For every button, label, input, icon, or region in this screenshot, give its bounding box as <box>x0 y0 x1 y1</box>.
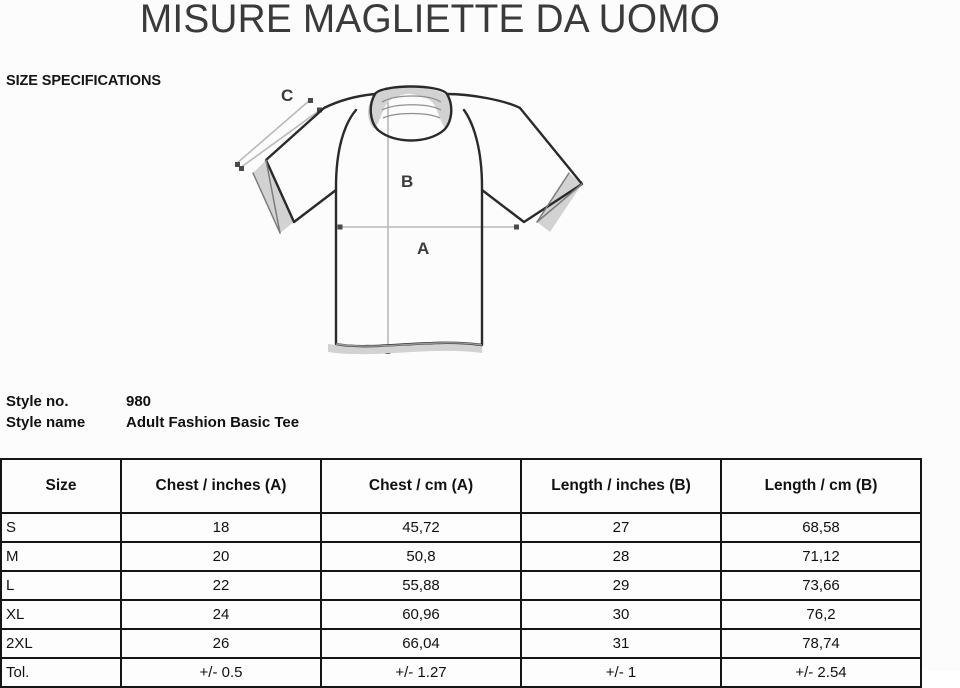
column-header-chest-cm: Chest / cm (A) <box>320 458 522 514</box>
cell-size: 2XL <box>0 628 122 659</box>
style-no-row: Style no. 980 <box>6 391 299 412</box>
cell-value: 18 <box>120 512 322 543</box>
column-header-length-inches: Length / inches (B) <box>520 458 722 514</box>
cell-value: 76,2 <box>720 599 922 630</box>
table-header-row: Size Chest / inches (A) Chest / cm (A) L… <box>0 458 922 514</box>
cell-value: 29 <box>520 570 722 601</box>
cell-value: 24 <box>120 599 322 630</box>
cell-value: 26 <box>120 628 322 659</box>
cell-value: 28 <box>520 541 722 572</box>
measure-label-a: A <box>417 239 429 258</box>
column-header-size: Size <box>0 458 122 514</box>
cell-value: 55,88 <box>320 570 522 601</box>
cell-value: 45,72 <box>320 512 522 543</box>
table-row: 2XL 26 66,04 31 78,74 <box>0 628 922 659</box>
cell-value: 71,12 <box>720 541 922 572</box>
cell-value: 68,58 <box>720 512 922 543</box>
table-row: L 22 55,88 29 73,66 <box>0 570 922 601</box>
cell-size: Tol. <box>0 657 122 688</box>
style-name-label: Style name <box>6 414 86 431</box>
table-row: S 18 45,72 27 68,58 <box>0 512 922 543</box>
measurement-guides <box>235 90 517 354</box>
shirt-hem <box>335 342 483 347</box>
size-specifications-heading: SIZE SPECIFICATIONS <box>6 73 161 89</box>
shirt-outline <box>252 85 584 348</box>
size-spec-table: Size Chest / inches (A) Chest / cm (A) L… <box>0 458 922 688</box>
measure-label-c: C <box>281 86 293 105</box>
cell-value: +/- 1.27 <box>320 657 522 688</box>
cell-value: 31 <box>520 628 722 659</box>
cell-value: +/- 0.5 <box>120 657 322 688</box>
cell-size: XL <box>0 599 122 630</box>
table-row: Tol. +/- 0.5 +/- 1.27 +/- 1 +/- 2.54 <box>0 657 922 688</box>
collar-ribbing <box>381 95 442 119</box>
cell-value: +/- 1 <box>520 657 722 688</box>
page-title: MISURE MAGLIETTE DA UOMO <box>139 0 721 41</box>
cell-size: S <box>0 512 122 543</box>
cell-value: 27 <box>520 512 722 543</box>
style-no-label: Style no. <box>6 393 69 410</box>
style-info-block: Style no. 980 Style name Adult Fashion Bas… <box>6 391 299 433</box>
cell-value: 22 <box>120 570 322 601</box>
cell-value: 30 <box>520 599 722 630</box>
table-body: S 18 45,72 27 68,58 M 20 50,8 28 71,12 L 22 55,88 29 7… <box>0 512 922 688</box>
table-row: XL 24 60,96 30 76,2 <box>0 599 922 630</box>
table-header: Size Chest / inches (A) Chest / cm (A) L… <box>0 458 922 514</box>
cell-value: 50,8 <box>320 541 522 572</box>
tshirt-diagram: B A C <box>232 72 604 384</box>
cell-size: M <box>0 541 122 572</box>
measure-label-b: B <box>401 172 413 191</box>
cell-value: 60,96 <box>320 599 522 630</box>
cell-size: L <box>0 570 122 601</box>
cell-value: 20 <box>120 541 322 572</box>
cell-value: +/- 2.54 <box>720 657 922 688</box>
style-no-value: 980 <box>126 393 152 410</box>
column-header-chest-inches: Chest / inches (A) <box>120 458 322 514</box>
column-header-length-cm: Length / cm (B) <box>720 458 922 514</box>
table-row: M 20 50,8 28 71,12 <box>0 541 922 572</box>
cell-value: 78,74 <box>720 628 922 659</box>
cell-value: 66,04 <box>320 628 522 659</box>
style-name-row: Style name Adult Fashion Basic Tee <box>6 412 299 433</box>
style-name-value: Adult Fashion Basic Tee <box>126 414 300 431</box>
cell-value: 73,66 <box>720 570 922 601</box>
